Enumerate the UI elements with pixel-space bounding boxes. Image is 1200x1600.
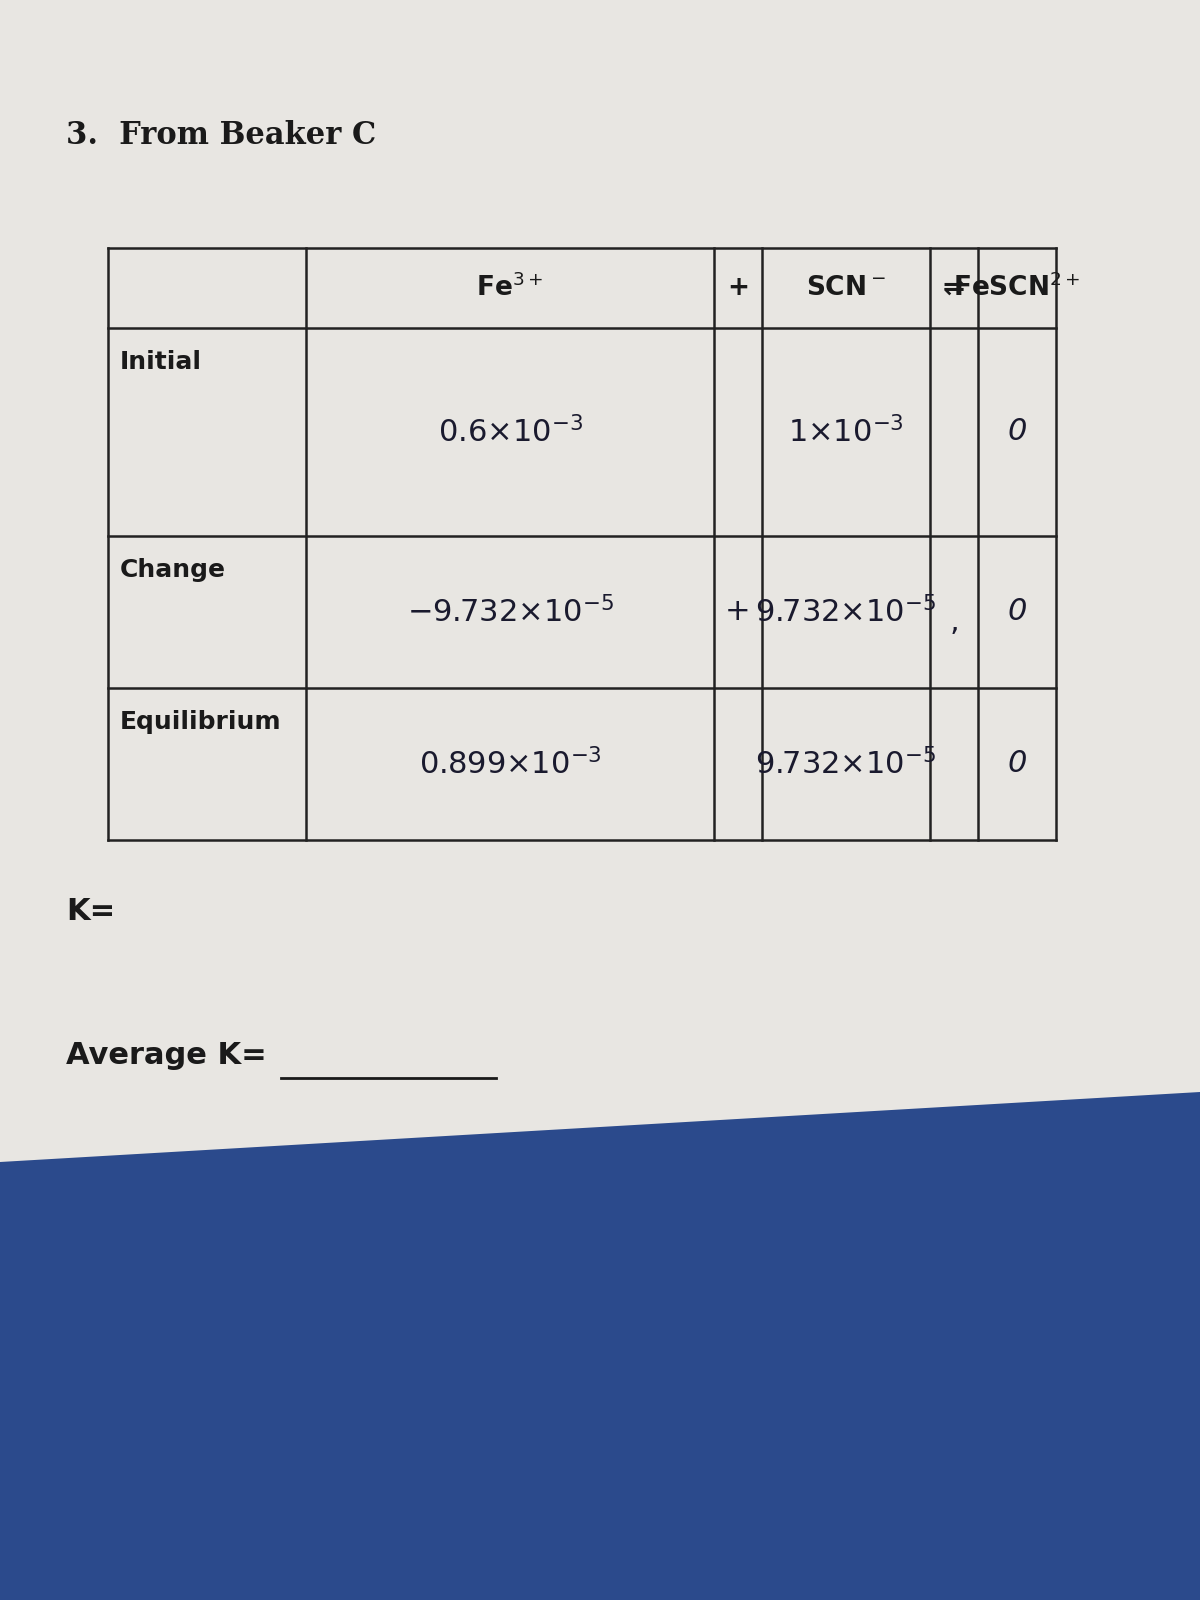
Text: 0: 0 — [1007, 418, 1027, 446]
Text: +: + — [727, 275, 749, 301]
Text: 0: 0 — [1007, 597, 1027, 627]
Text: Fe$^{3+}$: Fe$^{3+}$ — [476, 274, 544, 302]
Text: SCN$^-$: SCN$^-$ — [806, 275, 886, 301]
Text: $1{\times}10^{-3}$: $1{\times}10^{-3}$ — [788, 416, 904, 448]
Text: Initial: Initial — [120, 350, 202, 374]
Text: $9.732{\times}10^{-5}$: $9.732{\times}10^{-5}$ — [755, 595, 937, 629]
Text: Equilibrium: Equilibrium — [120, 710, 282, 734]
Text: Change: Change — [120, 558, 226, 582]
Text: +: + — [725, 597, 751, 627]
Text: 3.  From Beaker C: 3. From Beaker C — [66, 120, 377, 152]
Text: $0.6{\times}10^{-3}$: $0.6{\times}10^{-3}$ — [438, 416, 582, 448]
Text: FeSCN$^{2+}$: FeSCN$^{2+}$ — [953, 274, 1081, 302]
Polygon shape — [0, 0, 1200, 1162]
Text: $0.899{\times}10^{-3}$: $0.899{\times}10^{-3}$ — [419, 747, 601, 781]
Text: $-9.732{\times}10^{-5}$: $-9.732{\times}10^{-5}$ — [407, 595, 613, 629]
Text: ,: , — [949, 608, 959, 637]
Text: K=: K= — [66, 898, 115, 926]
Text: Average K=: Average K= — [66, 1042, 266, 1070]
Text: ⇌: ⇌ — [943, 275, 965, 301]
Text: $9.732{\times}10^{-5}$: $9.732{\times}10^{-5}$ — [755, 747, 937, 781]
Text: 0: 0 — [1007, 749, 1027, 779]
